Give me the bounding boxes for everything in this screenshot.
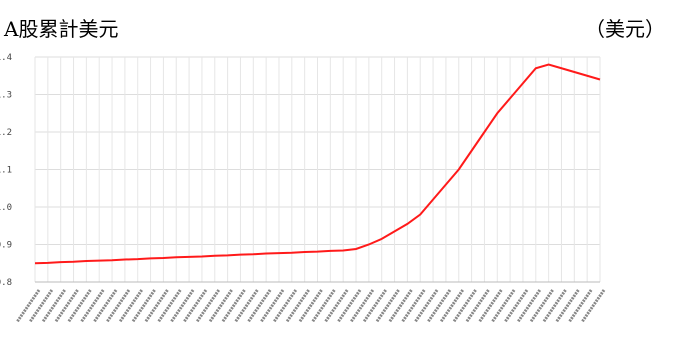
x-tick-label xyxy=(182,289,208,323)
x-tick-label xyxy=(259,289,285,323)
x-tick-label xyxy=(580,289,606,323)
x-tick-label xyxy=(272,289,298,323)
x-tick-label xyxy=(555,289,580,323)
x-tick-label xyxy=(516,289,542,323)
x-tick-label xyxy=(503,289,529,323)
x-tick-label xyxy=(144,289,169,323)
x-tick-label xyxy=(311,289,336,323)
x-tick-label xyxy=(375,289,400,323)
y-tick-label: 1.1 xyxy=(0,166,12,176)
x-tick-label xyxy=(388,289,413,323)
x-tick-label xyxy=(169,289,195,323)
y-tick-label: 1.3 xyxy=(0,91,12,101)
y-tick-label: 0.9 xyxy=(0,241,12,251)
x-tick-label xyxy=(246,289,272,323)
x-tick-label xyxy=(336,289,362,323)
x-tick-label xyxy=(490,289,516,323)
x-tick-label xyxy=(323,289,349,323)
x-tick-label xyxy=(15,289,41,323)
x-tick-label xyxy=(208,289,233,323)
y-tick-label: 0.8 xyxy=(0,278,12,288)
x-tick-label xyxy=(157,289,182,323)
unit-label: （美元） xyxy=(585,17,665,41)
x-tick-label xyxy=(131,289,156,323)
x-tick-label xyxy=(298,289,323,323)
x-tick-label xyxy=(221,289,246,323)
x-tick-label xyxy=(92,289,118,323)
x-tick-label xyxy=(105,289,131,323)
x-tick-label xyxy=(79,289,105,323)
x-tick-label xyxy=(478,289,503,323)
x-axis-labels xyxy=(15,289,606,323)
chart-title: A股累計美元 xyxy=(3,17,118,41)
x-tick-label xyxy=(54,289,79,323)
x-tick-label xyxy=(285,289,310,323)
x-tick-label xyxy=(28,289,54,323)
x-tick-label xyxy=(567,289,593,323)
data-line xyxy=(34,63,601,265)
y-tick-label: 1.2 xyxy=(0,128,12,138)
x-tick-label xyxy=(426,289,452,323)
x-tick-label xyxy=(529,289,554,323)
x-tick-label xyxy=(439,289,464,323)
x-tick-label xyxy=(234,289,259,323)
x-tick-label xyxy=(400,289,426,323)
x-tick-label xyxy=(349,289,375,323)
x-tick-label xyxy=(41,289,66,323)
x-tick-label xyxy=(362,289,387,323)
x-tick-label xyxy=(118,289,143,323)
x-tick-label xyxy=(542,289,567,323)
x-tick-label xyxy=(67,289,92,323)
x-tick-label xyxy=(413,289,439,323)
y-tick-label: 1.4 xyxy=(0,53,12,63)
x-tick-label xyxy=(452,289,477,323)
x-tick-label xyxy=(465,289,490,323)
x-tick-label xyxy=(195,289,221,323)
y-tick-label: 1.0 xyxy=(0,203,12,213)
